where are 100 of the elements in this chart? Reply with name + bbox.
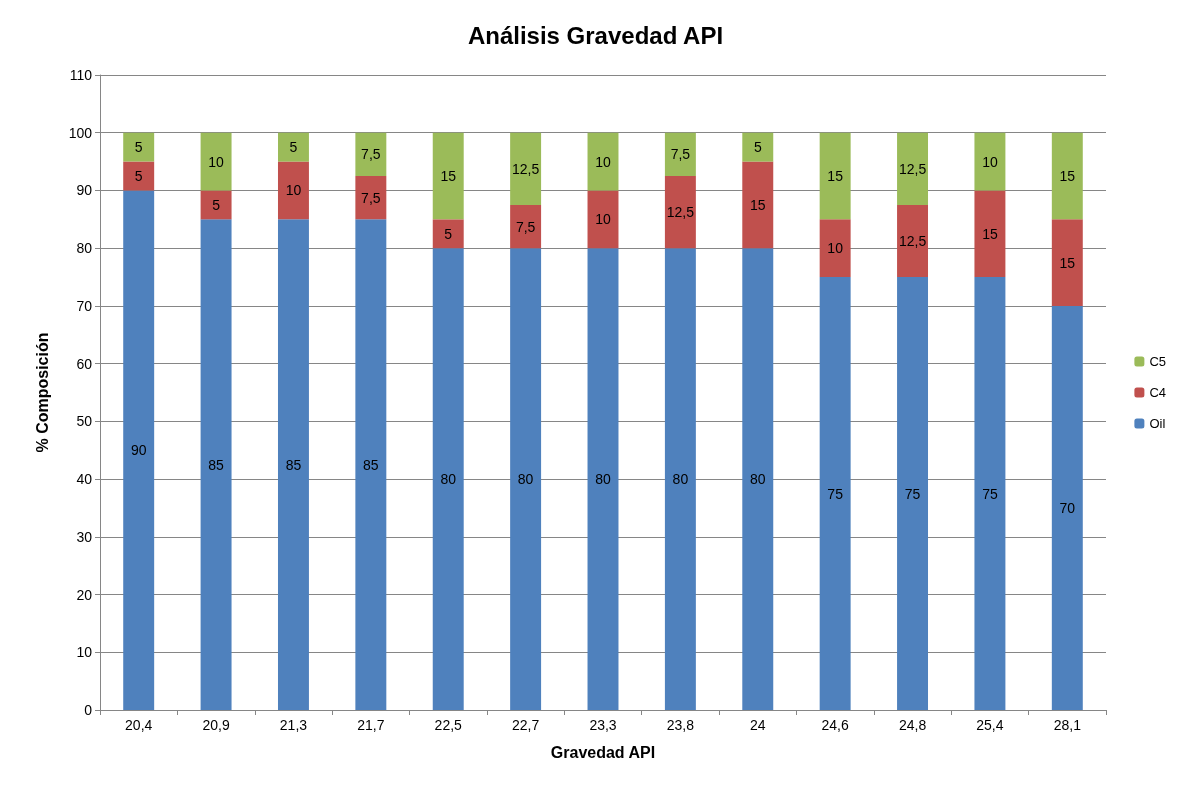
- data-label: 80: [749, 471, 766, 488]
- bar: [1051, 305, 1083, 710]
- bar: [200, 190, 232, 220]
- data-label: 15: [982, 225, 998, 242]
- data-label: 5: [289, 139, 298, 156]
- bar: [974, 190, 1006, 278]
- data-label: 7,5: [361, 146, 381, 163]
- data-label: 5: [212, 196, 221, 213]
- bar: [123, 190, 155, 710]
- data-label: 80: [440, 471, 457, 488]
- bar: [664, 248, 696, 710]
- data-label: 5: [134, 139, 143, 156]
- bar: [664, 132, 696, 177]
- bar: [742, 248, 774, 710]
- y-tick-label: 100: [68, 124, 93, 141]
- y-axis-title: % Composición: [33, 332, 51, 453]
- bar: [123, 132, 155, 162]
- bar: [819, 219, 851, 278]
- data-label: 10: [285, 182, 302, 199]
- data-label: 15: [827, 168, 844, 185]
- data-label: 70: [1059, 499, 1076, 516]
- y-tick-label: 70: [76, 297, 93, 314]
- x-tick-label: 23,3: [589, 717, 617, 733]
- y-tick-label: 90: [76, 182, 93, 199]
- bar: [432, 132, 464, 220]
- bar: [587, 190, 619, 249]
- bar: [510, 204, 542, 249]
- data-label: 10: [208, 153, 225, 170]
- bar: [897, 132, 929, 205]
- x-tick-label: 20,9: [202, 717, 230, 733]
- x-tick-label: 23,8: [666, 717, 695, 733]
- data-label: 15: [440, 168, 457, 185]
- data-label: 5: [753, 139, 762, 156]
- data-label: 12,5: [666, 204, 695, 221]
- y-tick-label: 0: [84, 702, 93, 718]
- bar: [510, 248, 542, 710]
- data-label: 90: [130, 442, 147, 459]
- data-label: 10: [595, 211, 611, 228]
- data-label: 80: [517, 471, 534, 488]
- data-label: 75: [827, 485, 844, 502]
- bar: [819, 277, 851, 710]
- y-tick-label: 20: [76, 586, 93, 603]
- bar: [742, 161, 774, 249]
- y-tick-label: 110: [69, 67, 93, 83]
- bar: [897, 204, 929, 278]
- bar: [277, 161, 309, 220]
- data-label: 12,5: [511, 160, 540, 177]
- bar: [587, 132, 619, 191]
- bar: [355, 219, 387, 710]
- x-tick-label: 28,1: [1053, 717, 1082, 733]
- x-tick-label: 20,4: [125, 717, 153, 733]
- bar: [355, 176, 387, 220]
- data-label: 7,5: [515, 218, 536, 235]
- bar: [200, 219, 232, 710]
- data-label: 12,5: [898, 232, 927, 249]
- bar: [664, 176, 696, 249]
- bar: [897, 277, 929, 710]
- legend-label: C5: [1149, 354, 1167, 369]
- bar: [432, 219, 464, 249]
- data-label: 85: [285, 456, 302, 473]
- data-label: 80: [672, 471, 689, 488]
- data-label: 15: [749, 196, 766, 213]
- data-label: 85: [208, 456, 225, 473]
- y-tick-label: 30: [76, 528, 93, 545]
- data-label: 5: [134, 168, 143, 185]
- data-label: 15: [1059, 168, 1076, 185]
- bar: [355, 132, 387, 177]
- y-tick-label: 60: [76, 355, 93, 372]
- bar: [277, 219, 309, 710]
- data-label: 12,5: [898, 160, 927, 177]
- x-tick-label: 25,4: [976, 717, 1004, 733]
- chart-title: Análisis Gravedad API: [467, 21, 724, 49]
- bar: [200, 132, 232, 191]
- y-tick-label: 50: [76, 413, 93, 430]
- legend-label: Oil: [1149, 416, 1166, 431]
- bar: [1051, 219, 1083, 306]
- bar: [974, 277, 1006, 710]
- data-label: 80: [595, 471, 611, 488]
- bar: [510, 132, 542, 205]
- data-label: 15: [1059, 254, 1076, 271]
- data-label: 10: [827, 240, 844, 257]
- x-tick-label: 24,6: [821, 717, 849, 733]
- data-label: 75: [982, 485, 998, 502]
- bar: [819, 132, 851, 220]
- bar: [587, 248, 619, 710]
- y-tick-label: 80: [76, 240, 93, 257]
- x-tick-label: 21,7: [357, 717, 385, 733]
- x-axis-title: Gravedad API: [550, 743, 656, 761]
- bar: [974, 132, 1006, 191]
- data-label: 10: [595, 153, 611, 170]
- x-tick-label: 22,7: [511, 717, 540, 733]
- y-tick-label: 40: [76, 471, 93, 488]
- data-label: 10: [982, 153, 998, 170]
- x-tick-label: 22,5: [434, 717, 463, 733]
- data-label: 75: [904, 485, 921, 502]
- y-tick-label: 10: [76, 644, 93, 661]
- bar: [432, 248, 464, 710]
- x-tick-label: 24,8: [898, 717, 927, 733]
- data-label: 7,5: [361, 189, 381, 206]
- bar: [1051, 132, 1083, 220]
